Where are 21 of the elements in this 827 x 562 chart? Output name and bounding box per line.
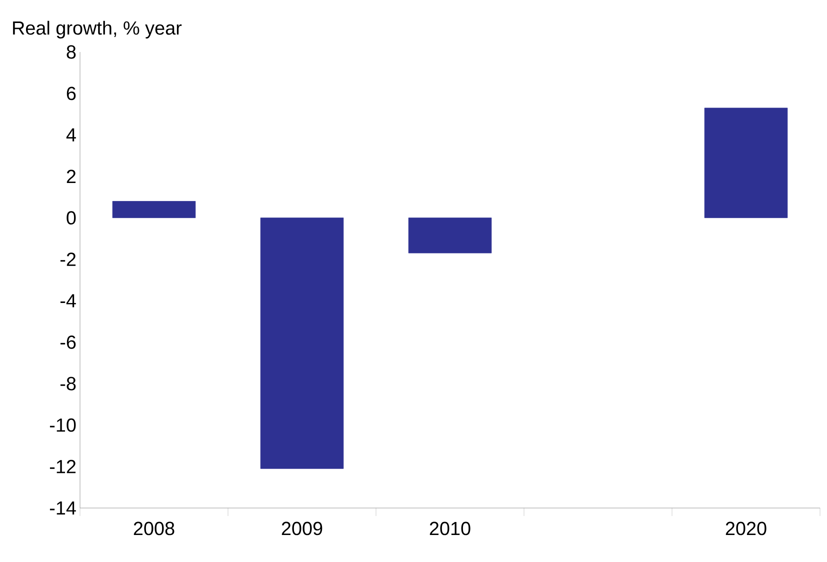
bar	[704, 108, 788, 218]
y-tick-label: 8	[66, 45, 76, 59]
x-tick-label: 2020	[726, 522, 766, 536]
x-tick-label: 2010	[430, 522, 470, 536]
bar	[408, 218, 492, 254]
y-tick-label: -2	[60, 252, 76, 266]
bar	[112, 201, 196, 218]
x-tick-label: 2008	[134, 522, 174, 536]
y-tick-label: 0	[66, 211, 76, 225]
y-tick-label: 2	[66, 170, 76, 183]
y-tick-label: 4	[66, 128, 76, 142]
y-tick-label: -10	[50, 418, 76, 432]
x-tick-label: 2009	[282, 522, 322, 536]
y-tick-label: -8	[60, 376, 76, 390]
y-tick-label: 6	[66, 86, 76, 100]
y-tick-label: -4	[60, 294, 76, 308]
y-tick-label: -14	[50, 501, 76, 515]
y-tick-label: -12	[50, 460, 76, 474]
bar	[260, 218, 344, 469]
y-tick-label: -6	[60, 335, 76, 349]
y-axis-title: Real growth, % year	[13, 20, 182, 38]
